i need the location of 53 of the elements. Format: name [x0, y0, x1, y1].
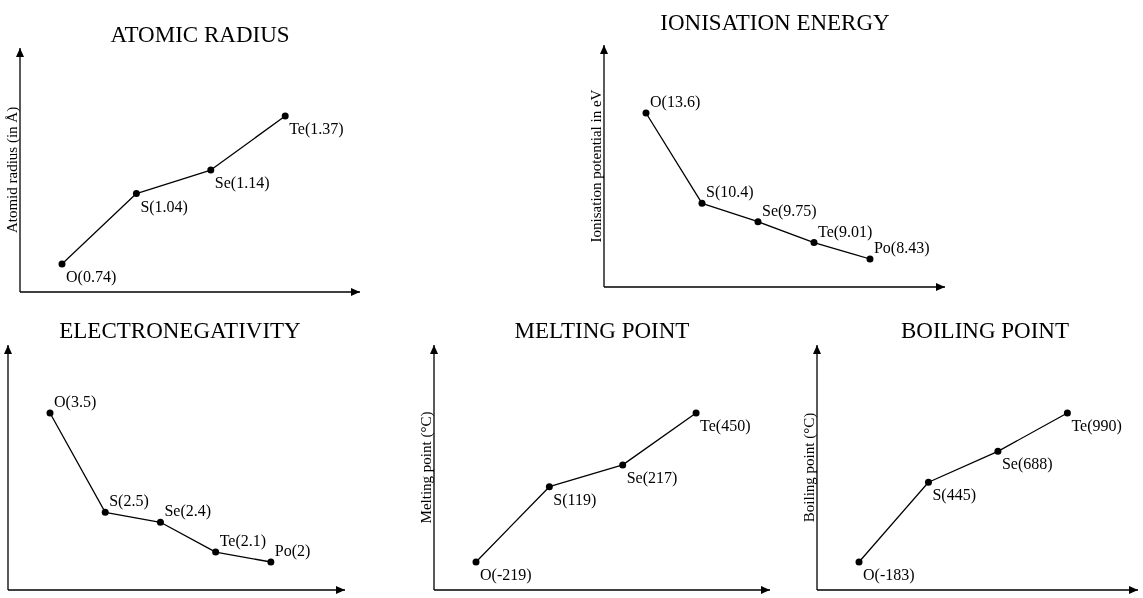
- data-label: Te(1.37): [289, 120, 344, 138]
- point: [101, 508, 109, 516]
- chart-title: ATOMIC RADIUS: [110, 22, 290, 47]
- point: [692, 409, 700, 417]
- data-label: O(13.6): [650, 93, 701, 111]
- data-label: Se(2.4): [164, 502, 212, 521]
- point: [1063, 409, 1071, 417]
- point: [46, 409, 54, 417]
- point: [267, 558, 275, 566]
- data-label: S(119): [553, 490, 597, 509]
- y-axis-title: Boiling point (°C): [801, 412, 818, 523]
- data-label: S(1.04): [140, 197, 188, 216]
- chart-title: ELECTRONEGATIVITY: [59, 318, 302, 343]
- data-label: Se(1.14): [214, 174, 270, 193]
- data-label: O(-219): [480, 566, 532, 584]
- point: [281, 112, 289, 120]
- point: [212, 548, 220, 556]
- data-label: Se(9.75): [761, 201, 817, 220]
- data-label: Te(9.01): [817, 222, 873, 241]
- data-label: O(0.74): [66, 268, 117, 286]
- data-label: Po(8.43): [873, 239, 930, 257]
- chart-title: IONISATION ENERGY: [660, 10, 891, 35]
- point: [924, 478, 932, 486]
- y-axis-title: Melting point (°C): [418, 411, 435, 524]
- y-axis-title: Atomid radius (in Å): [4, 106, 21, 234]
- point: [58, 260, 66, 268]
- point: [855, 558, 863, 566]
- point: [866, 255, 874, 263]
- data-label: Se(688): [1001, 455, 1053, 474]
- point: [207, 166, 215, 174]
- point: [545, 483, 553, 491]
- data-label: Te(450): [700, 417, 751, 435]
- chart-title: BOILING POINT: [900, 318, 1070, 343]
- point: [698, 199, 706, 207]
- data-label: Se(217): [626, 468, 678, 487]
- y-axis-title: Ionisation potential in eV: [588, 89, 604, 243]
- point: [754, 218, 762, 226]
- point: [156, 518, 164, 526]
- point: [472, 558, 480, 566]
- data-label: Te(2.1): [219, 532, 267, 551]
- point: [132, 190, 140, 198]
- data-label: S(10.4): [705, 183, 754, 202]
- data-label: Te(990): [1071, 417, 1122, 435]
- data-label: O(-183): [863, 566, 915, 584]
- chart-title: MELTING POINT: [514, 318, 690, 343]
- data-label: Po(2): [274, 542, 311, 560]
- data-label: S(2.5): [109, 492, 149, 511]
- point: [619, 461, 627, 469]
- point: [810, 239, 818, 247]
- data-label: S(445): [932, 486, 977, 505]
- data-label: O(3.5): [54, 393, 97, 411]
- point: [994, 447, 1002, 455]
- point: [642, 109, 650, 117]
